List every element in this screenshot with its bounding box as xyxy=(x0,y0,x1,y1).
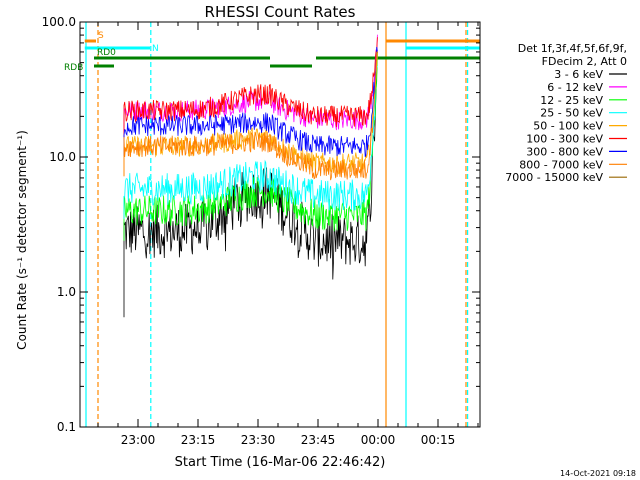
timestamp: 14-Oct-2021 09:18 xyxy=(560,469,636,478)
series-line-5 xyxy=(123,37,378,141)
y-tick-label-1: 1.0 xyxy=(57,285,76,299)
y-tick-label-0: 0.1 xyxy=(57,420,76,434)
y-axis-label: Count Rate (s⁻¹ detector segment⁻¹) xyxy=(15,130,29,350)
y-axis: 0.1 1.0 10.0 100.0 xyxy=(42,15,480,434)
x-tick-label-5: 00:15 xyxy=(421,433,456,447)
legend-header-1: FDecim 2, Att 0 xyxy=(542,55,627,68)
flag-label-rd0: RD0 xyxy=(97,48,116,58)
legend-entry-6: 300 - 800 keV xyxy=(526,145,603,158)
series-line-3 xyxy=(123,65,378,219)
flag-label-n: N xyxy=(152,44,159,54)
chart-title: RHESSI Count Rates xyxy=(205,3,356,21)
legend-entry-7: 800 - 7000 keV xyxy=(519,158,603,171)
y-tick-label-2: 10.0 xyxy=(49,150,76,164)
x-tick-label-3: 23:45 xyxy=(301,433,336,447)
legend: Det 1f,3f,4f,5f,6f,9f,FDecim 2, Att 03 -… xyxy=(505,42,627,184)
legend-entry-3: 25 - 50 keV xyxy=(540,107,603,120)
legend-entry-0: 3 - 6 keV xyxy=(554,68,603,81)
series-line-2 xyxy=(123,53,378,241)
x-tick-label-2: 23:30 xyxy=(241,433,276,447)
x-tick-label-4: 00:00 xyxy=(361,433,396,447)
plot-frame xyxy=(79,21,481,428)
legend-entry-8: 7000 - 15000 keV xyxy=(505,171,603,184)
legend-header-0: Det 1f,3f,4f,5f,6f,9f, xyxy=(518,42,627,55)
series-line-6 xyxy=(123,46,378,157)
x-tick-label-1: 23:15 xyxy=(181,433,216,447)
y-tick-label-3: 100.0 xyxy=(42,15,76,29)
x-axis: 23:00 23:15 23:30 23:45 00:00 00:15 xyxy=(97,22,479,447)
flag-label-rdb: RDB xyxy=(64,63,83,73)
legend-entry-5: 100 - 300 keV xyxy=(526,133,603,146)
plot-area: S N RD0 RDB xyxy=(64,22,480,427)
x-axis-label: Start Time (16-Mar-06 22:46:42) xyxy=(175,455,386,470)
flag-label-s: S xyxy=(98,31,104,41)
series-line-7 xyxy=(123,51,378,181)
x-tick-label-0: 23:00 xyxy=(121,433,156,447)
series-line-4 xyxy=(123,52,378,177)
legend-entry-2: 12 - 25 keV xyxy=(540,94,603,107)
legend-entry-1: 6 - 12 keV xyxy=(547,81,603,94)
legend-entry-4: 50 - 100 keV xyxy=(533,120,603,133)
